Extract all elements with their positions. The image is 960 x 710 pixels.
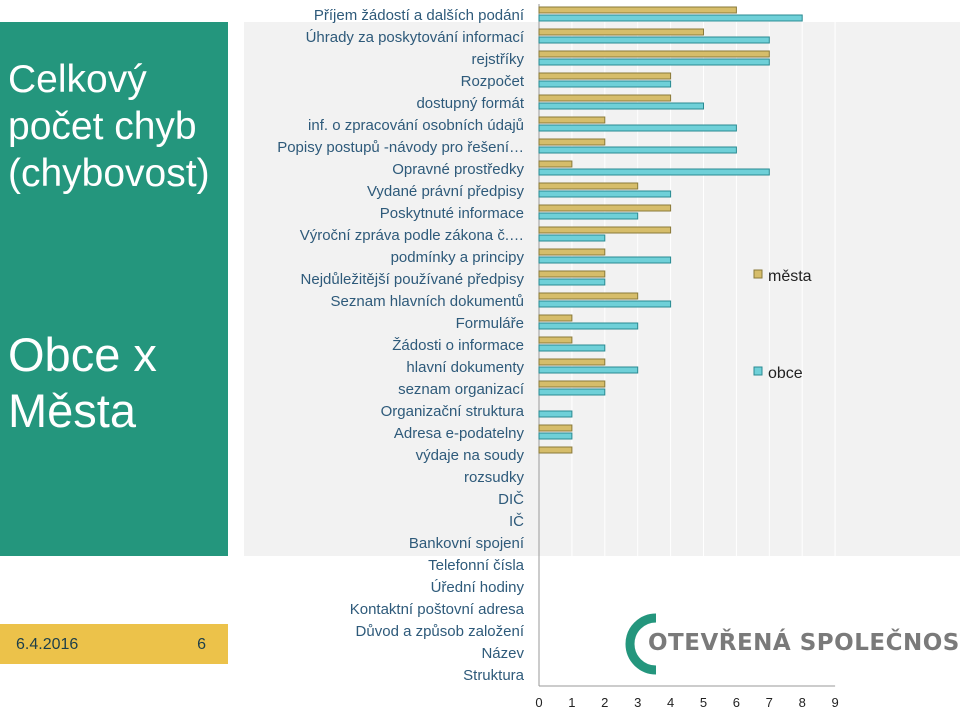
x-tick-label: 7 bbox=[766, 695, 773, 710]
bar-obce bbox=[538, 234, 606, 242]
footer-bar: 6.4.2016 6 bbox=[0, 624, 228, 664]
category-label: Příjem žádostí a dalších podání bbox=[314, 7, 525, 24]
x-tick-label: 2 bbox=[601, 695, 608, 710]
category-label: Žádosti o informace bbox=[392, 337, 524, 354]
category-label: Organizační struktura bbox=[381, 403, 525, 420]
legend-label: města bbox=[768, 268, 812, 285]
category-label: seznam organizací bbox=[398, 381, 525, 398]
category-label: Opravné prostředky bbox=[392, 161, 524, 178]
bar-mesta bbox=[538, 336, 573, 344]
bar-obce bbox=[538, 36, 770, 44]
category-label: Formuláře bbox=[456, 315, 524, 332]
category-label: Struktura bbox=[463, 667, 525, 684]
slide-subtitle: Obce x Města bbox=[8, 328, 157, 437]
footer-page-number: 6 bbox=[197, 636, 206, 653]
bar-mesta bbox=[538, 292, 639, 300]
footer-date: 6.4.2016 bbox=[16, 636, 79, 653]
bar-obce bbox=[538, 146, 737, 154]
category-label: Bankovní spojení bbox=[409, 535, 525, 552]
bar-obce bbox=[538, 80, 672, 88]
category-label: Seznam hlavních dokumentů bbox=[331, 293, 524, 310]
category-label: Název bbox=[481, 645, 524, 662]
bar-mesta bbox=[538, 72, 672, 80]
bar-mesta bbox=[538, 270, 606, 278]
bar-mesta bbox=[538, 138, 606, 146]
category-label: Nejdůležitější používané předpisy bbox=[301, 271, 525, 288]
bar-mesta bbox=[538, 116, 606, 124]
bar-mesta bbox=[538, 248, 606, 256]
bar-obce bbox=[538, 300, 672, 308]
plot-area bbox=[244, 22, 960, 556]
legend-swatch bbox=[753, 366, 763, 376]
bar-mesta bbox=[538, 226, 672, 234]
category-label: rejstříky bbox=[472, 51, 525, 68]
slide-title: Celkový počet chyb (chybovost) bbox=[8, 58, 210, 195]
x-tick-label: 3 bbox=[634, 695, 641, 710]
bar-obce bbox=[538, 212, 639, 220]
x-tick-label: 4 bbox=[667, 695, 674, 710]
category-label: Poskytnuté informace bbox=[380, 205, 524, 222]
category-label: DIČ bbox=[498, 491, 524, 508]
bar-obce bbox=[538, 190, 672, 198]
title-panel: Celkový počet chyb (chybovost) Obce x Mě… bbox=[0, 22, 228, 556]
x-tick-label: 1 bbox=[568, 695, 575, 710]
category-label: výdaje na soudy bbox=[416, 447, 525, 464]
category-label: hlavní dokumenty bbox=[406, 359, 524, 376]
x-tick-label: 0 bbox=[535, 695, 542, 710]
legend-label: obce bbox=[768, 365, 803, 382]
x-tick-label: 9 bbox=[831, 695, 838, 710]
x-tick-label: 6 bbox=[733, 695, 740, 710]
category-label: Rozpočet bbox=[461, 73, 525, 90]
category-label: IČ bbox=[509, 513, 524, 530]
bar-obce bbox=[538, 14, 803, 22]
bar-mesta bbox=[538, 380, 606, 388]
category-label: inf. o zpracování osobních údajů bbox=[308, 117, 524, 134]
bar-mesta bbox=[538, 160, 573, 168]
bar-obce bbox=[538, 344, 606, 352]
category-label: Kontaktní poštovní adresa bbox=[350, 601, 525, 618]
bar-mesta bbox=[538, 28, 704, 36]
logo-text: OTEVŘENÁ SPOLEČNOST bbox=[648, 630, 960, 656]
category-label: Úhrady za poskytování informací bbox=[306, 29, 525, 46]
bar-obce bbox=[538, 366, 639, 374]
category-label: podmínky a principy bbox=[391, 249, 525, 266]
legend-swatch bbox=[753, 269, 763, 279]
bar-obce bbox=[538, 432, 573, 440]
category-label: Úřední hodiny bbox=[431, 579, 525, 596]
bar-mesta bbox=[538, 424, 573, 432]
category-label: rozsudky bbox=[464, 469, 525, 486]
category-label: Výroční zpráva podle zákona č.… bbox=[300, 227, 524, 244]
category-label: Důvod a způsob založení bbox=[356, 623, 525, 640]
bar-mesta bbox=[538, 204, 672, 212]
x-tick-label: 8 bbox=[799, 695, 806, 710]
bar-obce bbox=[538, 168, 770, 176]
bar-mesta bbox=[538, 6, 737, 14]
bar-mesta bbox=[538, 94, 672, 102]
category-label: Adresa e-podatelny bbox=[394, 425, 525, 442]
category-label: Telefonní čísla bbox=[428, 557, 525, 574]
logo: OTEVŘENÁ SPOLEČNOST bbox=[622, 612, 960, 676]
bar-mesta bbox=[538, 50, 770, 58]
bar-obce bbox=[538, 58, 770, 66]
bar-obce bbox=[538, 256, 672, 264]
logo-mark-icon bbox=[625, 613, 657, 675]
bar-mesta bbox=[538, 358, 606, 366]
bar-mesta bbox=[538, 182, 639, 190]
category-label: Popisy postupů -návody pro řešení… bbox=[277, 139, 524, 156]
bar-obce bbox=[538, 278, 606, 286]
category-label: Vydané právní předpisy bbox=[367, 183, 525, 200]
bar-obce bbox=[538, 410, 573, 418]
bar-obce bbox=[538, 388, 606, 396]
x-tick-label: 5 bbox=[700, 695, 707, 710]
bar-mesta bbox=[538, 446, 573, 454]
bar-obce bbox=[538, 102, 704, 110]
bar-mesta bbox=[538, 314, 573, 322]
bar-obce bbox=[538, 322, 639, 330]
category-label: dostupný formát bbox=[416, 95, 524, 112]
bar-obce bbox=[538, 124, 737, 132]
